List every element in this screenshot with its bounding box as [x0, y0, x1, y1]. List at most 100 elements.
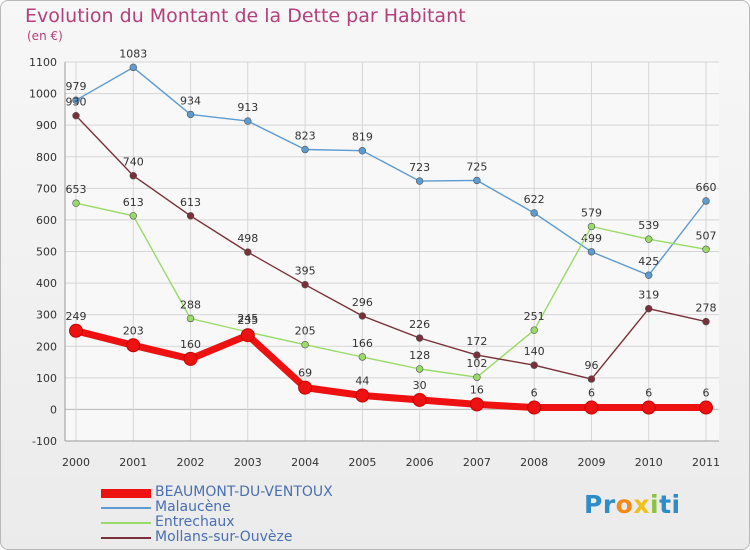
y-tick-label: -100	[32, 435, 57, 448]
data-point	[699, 400, 713, 415]
data-point	[301, 145, 309, 154]
data-label: 166	[352, 337, 373, 350]
data-label: 1083	[119, 47, 147, 60]
data-point	[129, 63, 137, 72]
data-point	[358, 353, 367, 361]
data-point	[186, 314, 195, 323]
logo-part-1: Pr	[584, 490, 616, 519]
data-label: 44	[355, 375, 369, 388]
legend-swatch-beaumont	[101, 489, 151, 498]
x-tick-label: 2005	[348, 456, 376, 469]
y-tick-label: 1100	[29, 56, 57, 69]
data-label: 507	[696, 229, 717, 242]
data-point	[412, 392, 427, 407]
data-point	[645, 235, 653, 243]
data-label: 128	[409, 349, 430, 362]
data-point	[129, 212, 137, 220]
y-tick-label: 600	[36, 214, 57, 227]
data-point	[183, 351, 198, 366]
data-point	[473, 351, 481, 359]
data-point	[645, 304, 653, 313]
data-label: 69	[298, 367, 312, 380]
x-tick-label: 2009	[577, 456, 605, 469]
x-tick-label: 2010	[635, 456, 663, 469]
data-point	[530, 326, 538, 334]
data-label: 6	[531, 387, 538, 400]
logo-part-4: i	[649, 490, 660, 519]
data-point	[415, 365, 424, 373]
data-point	[244, 248, 252, 256]
data-label: 6	[703, 387, 710, 400]
data-point	[72, 111, 80, 120]
data-label: 740	[123, 156, 144, 169]
series-line-3	[75, 115, 707, 380]
data-point	[702, 197, 710, 205]
data-label: 102	[466, 357, 487, 370]
data-label: 499	[581, 232, 602, 245]
data-label: 172	[466, 335, 487, 348]
data-label: 913	[237, 101, 258, 114]
x-tick-label: 2011	[692, 456, 720, 469]
y-tick-label: 800	[36, 151, 57, 164]
data-label: 819	[352, 131, 373, 144]
data-label: 622	[524, 193, 545, 206]
series-line-1	[75, 66, 707, 276]
legend-label-entrechaux: Entrechaux	[155, 514, 235, 530]
data-point	[527, 400, 542, 415]
y-tick-label: 100	[36, 372, 57, 385]
legend-swatch-entrechaux	[101, 522, 151, 524]
data-point	[298, 380, 313, 395]
series-line-0	[72, 327, 710, 411]
data-label: 723	[409, 161, 430, 174]
data-label: 16	[470, 383, 484, 396]
x-tick-label: 2006	[406, 456, 434, 469]
data-label: 245	[237, 312, 258, 325]
data-point	[702, 245, 710, 253]
data-label: 205	[295, 325, 316, 338]
data-point	[358, 147, 367, 155]
data-point	[415, 177, 424, 185]
y-tick-label: 700	[36, 182, 57, 195]
data-label: 249	[66, 310, 87, 323]
data-label: 96	[584, 359, 598, 372]
x-tick-label: 2001	[119, 456, 147, 469]
data-label: 203	[123, 324, 144, 337]
data-point	[301, 280, 309, 289]
y-tick-label: 900	[36, 119, 57, 132]
legend-label-malaucene: Malaucène	[155, 499, 231, 515]
data-label: 160	[180, 338, 201, 351]
x-tick-label: 2000	[62, 456, 90, 469]
y-tick-label: 200	[36, 340, 57, 353]
data-label: 425	[638, 255, 659, 268]
data-label: 579	[581, 207, 602, 220]
data-point	[587, 375, 596, 383]
data-label: 251	[524, 310, 545, 323]
data-label: 613	[180, 196, 201, 209]
data-point	[355, 388, 370, 403]
data-point	[469, 397, 484, 412]
data-point	[587, 222, 596, 231]
data-label: 6	[645, 387, 652, 400]
data-point	[126, 338, 141, 353]
data-label: 235	[237, 314, 258, 327]
data-label: 653	[66, 183, 87, 196]
series-line-2	[75, 202, 707, 378]
legend-item-beaumont: BEAUMONT-DU-VENTOUX	[101, 485, 421, 500]
data-point	[641, 400, 656, 415]
data-point	[72, 199, 80, 207]
legend-item-malaucene: Malaucène	[101, 500, 421, 515]
logo-part-3: x	[633, 490, 650, 519]
data-point	[473, 373, 481, 381]
data-label: 823	[295, 129, 316, 142]
data-label: 979	[66, 80, 87, 93]
data-label: 395	[295, 265, 316, 278]
legend-swatch-malaucene	[101, 507, 151, 509]
data-label: 278	[696, 302, 717, 315]
data-point	[301, 340, 309, 349]
data-point	[69, 323, 83, 338]
x-tick-label: 2008	[520, 456, 548, 469]
data-point	[473, 176, 481, 185]
data-label: 319	[638, 289, 659, 302]
data-label: 660	[696, 181, 717, 194]
